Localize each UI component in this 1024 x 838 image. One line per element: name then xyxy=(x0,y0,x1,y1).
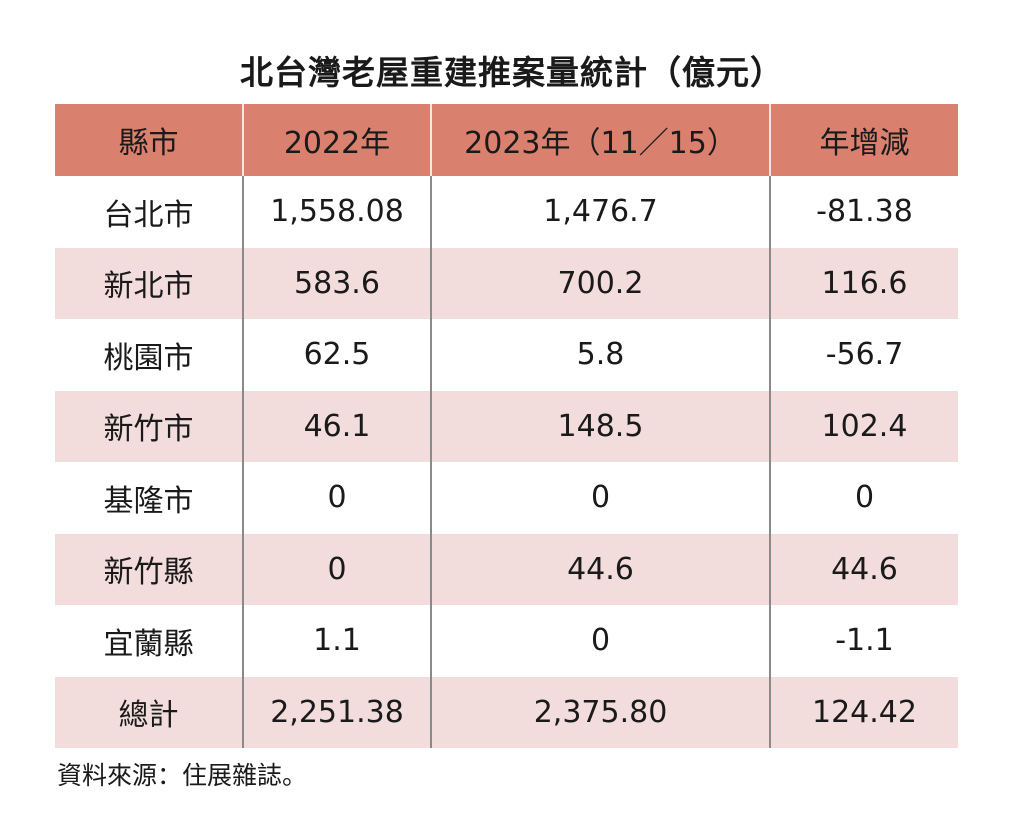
table-total-row: 總計 2,251.38 2,375.80 124.42 xyxy=(55,676,958,748)
table-cell: 1,558.08 xyxy=(242,176,431,248)
column-header: 年增減 xyxy=(769,104,958,176)
table-cell: 700.2 xyxy=(430,247,770,319)
table-row: 桃園市 62.5 5.8 -56.7 xyxy=(55,319,958,391)
table-cell: -56.7 xyxy=(769,319,958,391)
table-cell: 116.6 xyxy=(769,247,958,319)
source-note: 資料來源：住展雜誌。 xyxy=(57,761,308,790)
table-cell: 124.42 xyxy=(769,676,958,748)
table-row: 台北市 1,558.08 1,476.7 -81.38 xyxy=(55,176,958,248)
table-cell: 0 xyxy=(769,462,958,534)
table-cell: 總計 xyxy=(118,698,179,734)
table-cell: 5.8 xyxy=(430,319,770,391)
table-cell: 2,251.38 xyxy=(242,676,431,748)
table-cell: 0 xyxy=(430,462,770,534)
table-cell: 宜蘭縣 xyxy=(103,626,194,662)
table-cell: 基隆市 xyxy=(103,483,194,519)
table-cell: 新北市 xyxy=(103,269,194,305)
table-cell: 102.4 xyxy=(769,390,958,462)
table-cell: 0 xyxy=(242,462,431,534)
column-header: 2023年（11／15） xyxy=(430,104,770,176)
table-cell: 2,375.80 xyxy=(430,676,770,748)
column-header: 縣市 xyxy=(118,126,179,161)
table-cell: -1.1 xyxy=(769,605,958,677)
table-cell: 44.6 xyxy=(769,533,958,605)
table-cell: 0 xyxy=(430,605,770,677)
table-row: 宜蘭縣 1.1 0 -1.1 xyxy=(55,605,958,677)
data-table-container: 縣市 2022年 2023年（11／15） 年增減 台北市 1,558.08 1… xyxy=(55,104,958,748)
table-cell: 新竹縣 xyxy=(103,555,194,591)
table-cell: 583.6 xyxy=(242,247,431,319)
table-cell: -81.38 xyxy=(769,176,958,248)
table-cell: 桃園市 xyxy=(103,340,194,376)
table-cell: 1,476.7 xyxy=(430,176,770,248)
table-row: 新北市 583.6 700.2 116.6 xyxy=(55,247,958,319)
table-cell: 台北市 xyxy=(103,197,194,233)
table-cell: 44.6 xyxy=(430,533,770,605)
table-title: 北台灣老屋重建推案量統計（億元） xyxy=(240,53,784,92)
table-cell: 1.1 xyxy=(242,605,431,677)
data-table: 縣市 2022年 2023年（11／15） 年增減 台北市 1,558.08 1… xyxy=(55,104,958,748)
table-cell: 148.5 xyxy=(430,390,770,462)
table-row: 新竹縣 0 44.6 44.6 xyxy=(55,533,958,605)
table-row: 新竹市 46.1 148.5 102.4 xyxy=(55,390,958,462)
table-cell: 46.1 xyxy=(242,390,431,462)
column-header: 2022年 xyxy=(242,104,431,176)
table-cell: 新竹市 xyxy=(103,412,194,448)
table-row: 基隆市 0 0 0 xyxy=(55,462,958,534)
table-cell: 62.5 xyxy=(242,319,431,391)
table-cell: 0 xyxy=(242,533,431,605)
table-header-row: 縣市 2022年 2023年（11／15） 年增減 xyxy=(55,104,958,176)
